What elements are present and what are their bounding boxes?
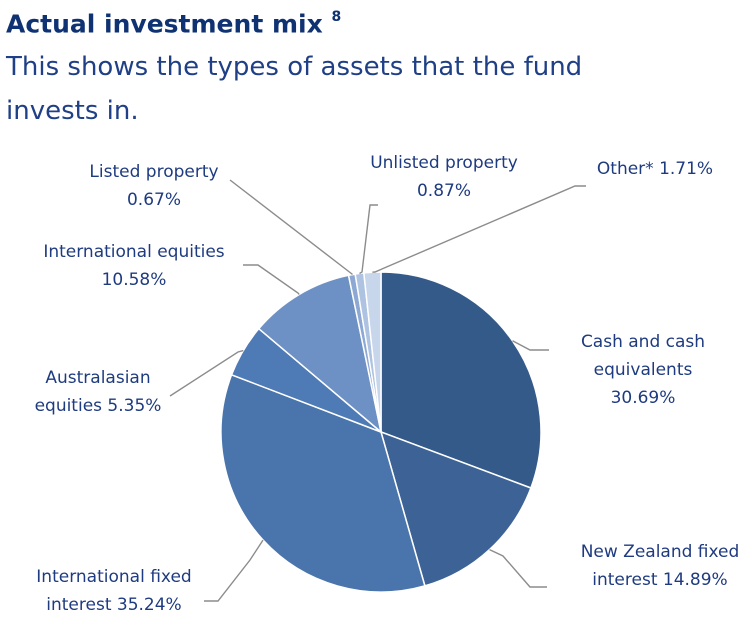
slice-label-line: 10.58% xyxy=(102,270,167,290)
slice-label: Other* 1.71% xyxy=(597,159,713,179)
slice-label: International fixed interest 35.24% xyxy=(36,567,191,615)
slice-label: Australasian equities 5.35% xyxy=(35,368,162,416)
chart-title-text: Actual investment mix xyxy=(6,9,323,39)
chart-subtitle: This shows the types of assets that the … xyxy=(6,52,583,127)
slice-label: New Zealand fixed interest 14.89% xyxy=(581,542,740,590)
leader-line xyxy=(372,185,586,273)
slice-label-line: Unlisted property xyxy=(370,153,518,173)
slice-label-line: International fixed xyxy=(36,567,191,587)
leader-line xyxy=(359,204,378,275)
slice-label-line: New Zealand fixed xyxy=(581,542,740,562)
pie-slice-cash-and-cash-equivalents xyxy=(380,271,542,489)
slice-label: Cash and cash equivalents 30.69% xyxy=(581,332,705,408)
slice-label-line: Other* 1.71% xyxy=(597,159,713,179)
slice-label-line: equivalents xyxy=(594,360,693,380)
slice-label: Listed property 0.67% xyxy=(89,162,218,210)
slice-label-line: Listed property xyxy=(89,162,218,182)
slice-label-line: interest 14.89% xyxy=(592,570,727,590)
pie-slice-international-fixed-interest xyxy=(220,373,426,593)
slice-labels: Cash and cash equivalents 30.69% New Zealan… xyxy=(35,153,740,615)
title-block: Actual investment mix 8 This shows the t… xyxy=(6,0,746,133)
leader-line xyxy=(489,548,547,588)
leader-lines xyxy=(169,179,586,602)
chart-title: Actual investment mix 8 xyxy=(6,0,746,41)
slice-label-line: interest 35.24% xyxy=(46,595,181,615)
slice-label-line: 0.87% xyxy=(417,181,471,201)
slice-label-line: International equities xyxy=(43,242,224,262)
slice-label-line: 0.67% xyxy=(127,190,181,210)
leader-line xyxy=(169,349,244,397)
leader-line xyxy=(243,264,300,295)
slice-label-line: Australasian xyxy=(45,368,150,388)
leader-line xyxy=(204,539,264,602)
pie-slice-international-equities xyxy=(257,274,383,434)
pie-slice-new-zealand-fixed-interest xyxy=(379,430,532,587)
leader-line xyxy=(512,340,549,351)
slice-label-line: Cash and cash xyxy=(581,332,705,352)
slice-label: Unlisted property 0.87% xyxy=(370,153,518,201)
leader-line xyxy=(229,179,353,275)
slice-label-line: equities 5.35% xyxy=(35,396,162,416)
pie-slices xyxy=(220,271,542,593)
slice-label-line: 30.69% xyxy=(611,388,676,408)
footnote-marker: 8 xyxy=(331,9,342,25)
slice-label: International equities 10.58% xyxy=(43,242,224,290)
